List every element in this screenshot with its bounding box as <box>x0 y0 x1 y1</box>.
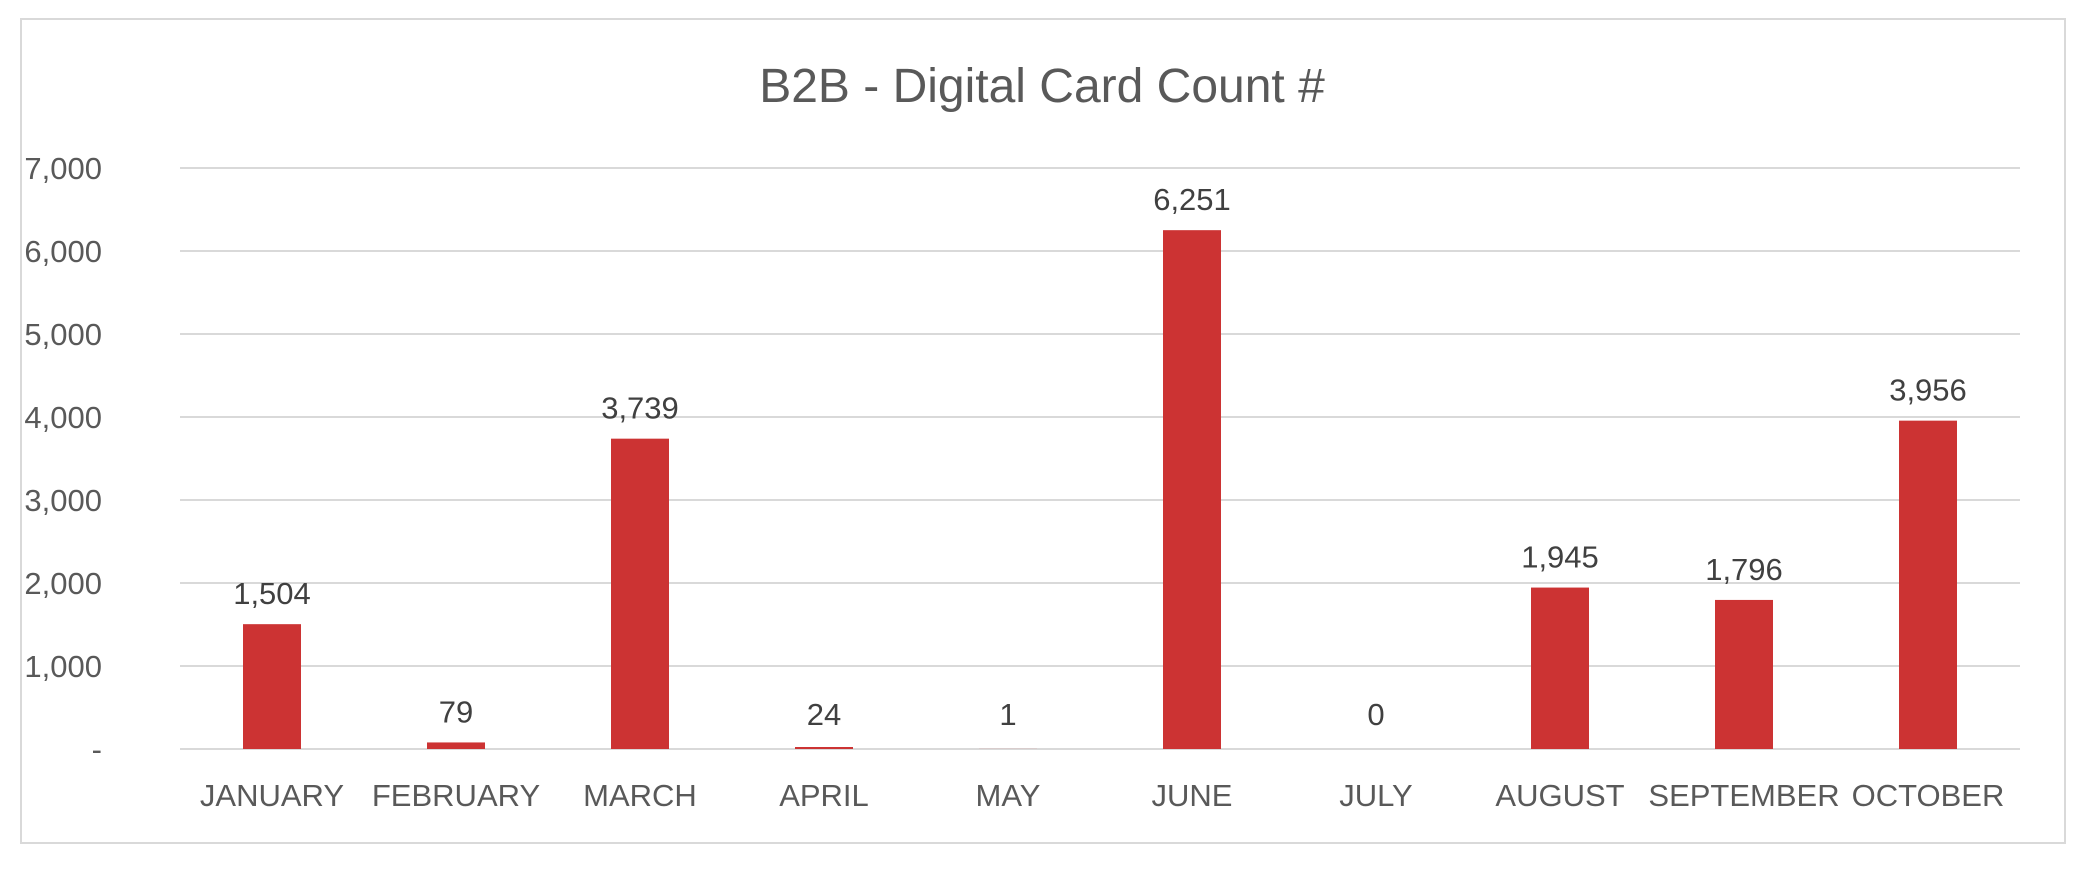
bar <box>1531 587 1589 749</box>
data-label: 6,251 <box>1153 182 1231 217</box>
data-label: 1,504 <box>233 576 311 611</box>
y-tick-label: 1,000 <box>24 649 102 684</box>
gridlines <box>180 167 2020 750</box>
bar <box>1715 599 1773 749</box>
y-tick-label: 6,000 <box>24 234 102 269</box>
chart-title: B2B - Digital Card Count # <box>759 60 1325 113</box>
x-tick-label: SEPTEMBER <box>1648 778 1839 813</box>
x-tick-label: MARCH <box>583 778 697 813</box>
y-tick-label: 5,000 <box>24 317 102 352</box>
data-label: 79 <box>439 694 473 729</box>
x-tick-label: JULY <box>1339 778 1413 813</box>
x-axis-ticks: JANUARY FEBRUARY MARCH APRIL MAY JUNE JULY AUGU… <box>200 778 2004 813</box>
y-tick-label: 3,000 <box>24 483 102 518</box>
data-label: 0 <box>1367 697 1384 732</box>
y-tick-label: 4,000 <box>24 400 102 435</box>
x-tick-label: OCTOBER <box>1852 778 2005 813</box>
y-tick-label: 7,000 <box>24 151 102 186</box>
x-tick-label: FEBRUARY <box>372 778 540 813</box>
data-labels: 1,504 79 3,739 24 1 6,251 0 1,945 1,796 3,956 <box>233 182 1967 732</box>
data-label: 3,739 <box>601 391 679 426</box>
bar <box>1899 420 1957 749</box>
data-label: 1,945 <box>1521 540 1599 575</box>
data-label: 1 <box>999 697 1016 732</box>
y-tick-label: 2,000 <box>24 566 102 601</box>
data-label: 3,956 <box>1889 373 1967 408</box>
x-tick-label: AUGUST <box>1495 778 1624 813</box>
bars <box>243 230 1957 750</box>
data-label: 24 <box>807 697 841 732</box>
bar <box>1163 230 1221 750</box>
data-label: 1,796 <box>1705 552 1783 587</box>
x-tick-label: MAY <box>976 778 1041 813</box>
y-tick-label: - <box>92 732 102 767</box>
bar <box>611 438 669 749</box>
y-axis-ticks: - 1,000 2,000 3,000 4,000 5,000 6,000 7,000 <box>24 151 102 767</box>
bar <box>427 742 485 749</box>
bar <box>243 624 301 749</box>
x-tick-label: JUNE <box>1152 778 1233 813</box>
bar <box>795 747 853 749</box>
x-tick-label: JANUARY <box>200 778 344 813</box>
x-tick-label: APRIL <box>779 778 869 813</box>
